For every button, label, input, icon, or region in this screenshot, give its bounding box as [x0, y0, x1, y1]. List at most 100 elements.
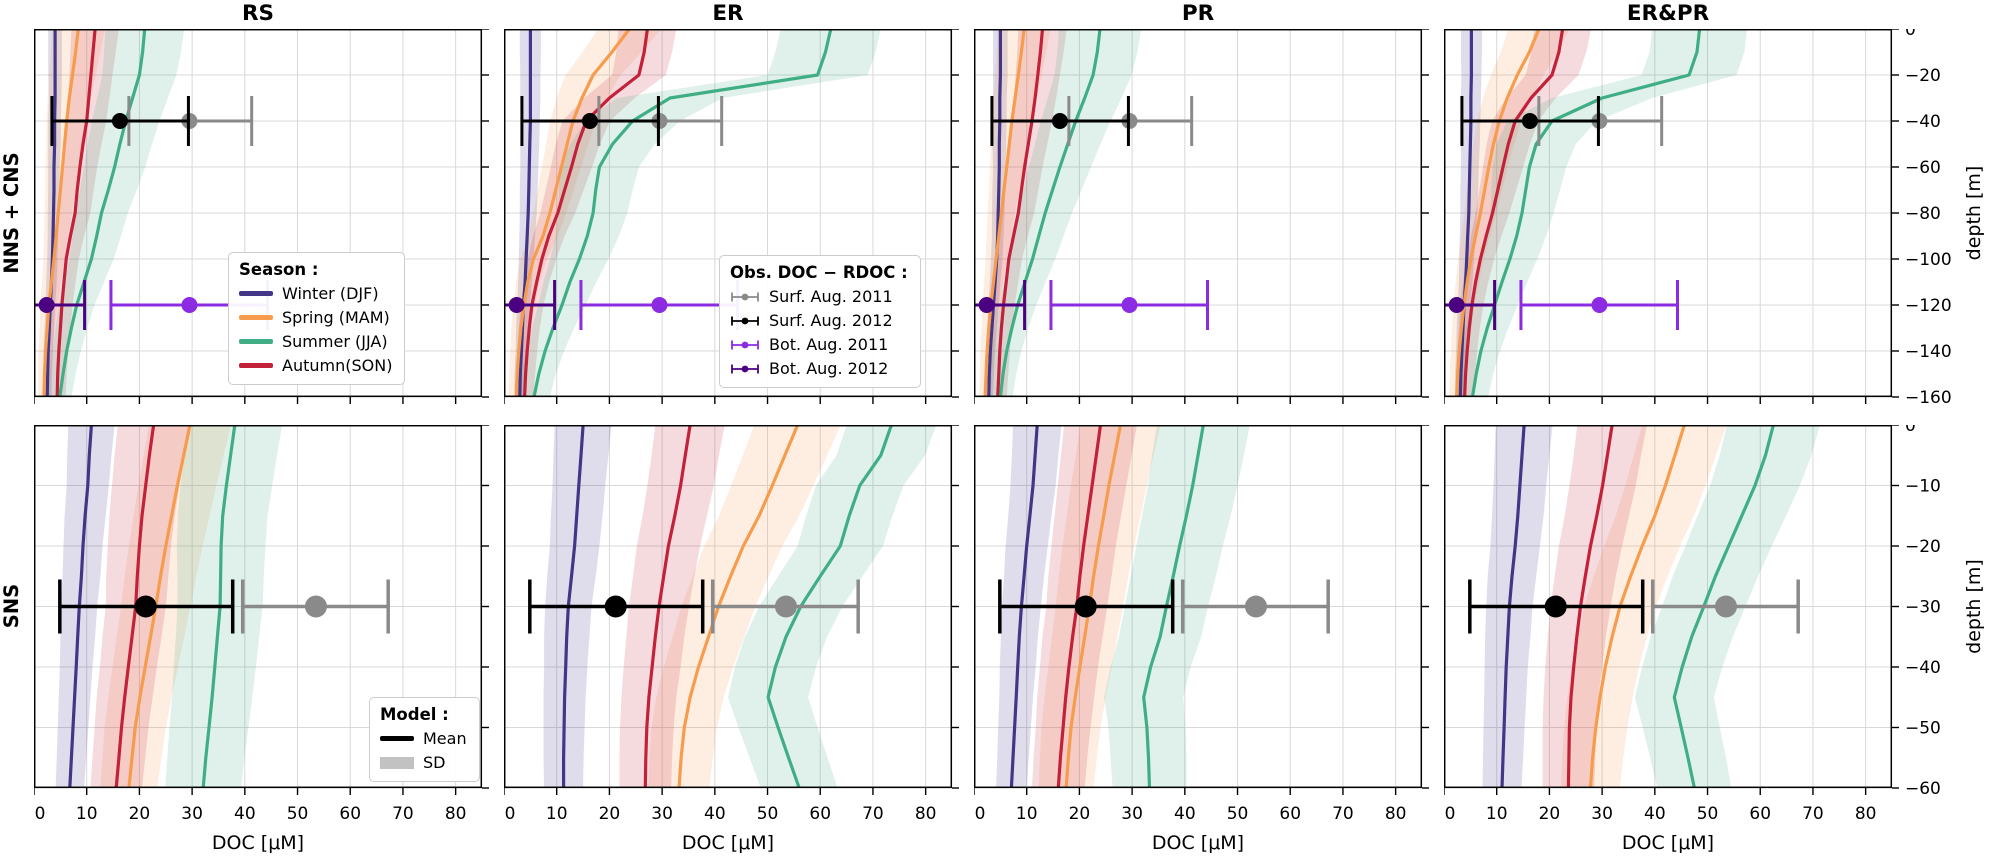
- tick-marks: [974, 425, 1429, 795]
- x-tick-label: 80: [1385, 804, 1407, 824]
- axis-text: 0 10 20 30 40 50 60 70 80 DOC [μM]: [35, 804, 467, 854]
- obs-errorbar-surf-aug-2011: [710, 579, 860, 634]
- obs-legend: Obs. DOC − RDOC : Surf. Aug. 2011 Surf. …: [719, 255, 921, 388]
- obs-legend-title: Obs. DOC − RDOC :: [730, 263, 908, 282]
- x-tick-label: 50: [287, 804, 309, 824]
- legend-item-winter: Winter (DJF): [239, 284, 392, 303]
- season-line-winter: [1458, 29, 1473, 397]
- errorbar-icon: [730, 338, 760, 352]
- depth-tick-label: −30: [1905, 598, 1941, 618]
- x-axis-label: DOC [μM]: [682, 832, 774, 854]
- x-tick-label: 0: [35, 804, 46, 824]
- legend-item-surf-2011: Surf. Aug. 2011: [730, 287, 908, 306]
- x-tick-label: 60: [339, 804, 361, 824]
- sd-band-autumn: [1455, 29, 1591, 397]
- sd-band-autumn: [515, 29, 677, 397]
- legend-item-label: Surf. Aug. 2012: [769, 311, 893, 330]
- obs-errorbar-surf-aug-2011: [240, 579, 390, 634]
- season-line-spring: [514, 29, 632, 397]
- legend-item-label: Surf. Aug. 2011: [769, 287, 893, 306]
- sd-band-spring: [508, 29, 662, 397]
- season-line-summer: [1470, 29, 1702, 397]
- plot-border: [974, 425, 1423, 789]
- legend-item-label: Mean: [423, 729, 467, 748]
- season-line-autumn: [996, 29, 1045, 397]
- legend-item-label: Summer (JJA): [282, 332, 388, 351]
- panel-nns-cns-erpr: 0 −20 −40 −60 −80 −100 −120 −140 −160 depth [m]: [1444, 29, 1985, 408]
- season-line-autumn: [523, 29, 649, 397]
- x-tick-label: 50: [1697, 804, 1719, 824]
- legend-item-label: SD: [423, 753, 446, 772]
- x-tick-label: 50: [757, 804, 779, 824]
- depth-tick-label: 0: [1905, 425, 1916, 436]
- axis-text: 0 10 20 30 40 50 60 70 80 DOC [μM] 0 −10 −20 −30 −40 −5…: [1445, 425, 1985, 854]
- panel-nns-cns-pr: [974, 29, 1429, 404]
- x-tick-label: 30: [1591, 804, 1613, 824]
- column-title-pr: PR: [1181, 1, 1215, 26]
- column-title-erpr: ER&PR: [1626, 1, 1710, 26]
- obs-errorbar-surf-aug-2012: [990, 96, 1130, 146]
- panel-sns-er: 0 10 20 30 40 50 60 70 80 DOC [μM]: [504, 425, 959, 854]
- obs-errorbar-surf-aug-2012: [1460, 96, 1600, 146]
- depth-tick-label: −60: [1905, 158, 1941, 178]
- y-axis-label: depth [m]: [1963, 559, 1985, 654]
- season-lines: [983, 29, 1102, 397]
- x-tick-label: 40: [234, 804, 256, 824]
- depth-tick-label: −50: [1905, 719, 1941, 739]
- x-tick-label: 50: [1227, 804, 1249, 824]
- x-tick-label: 0: [505, 804, 516, 824]
- axis-text: 0 −20 −40 −60 −80 −100 −120 −140 −160 depth [m]: [1905, 29, 1985, 408]
- legend-item-autumn: Autumn(SON): [239, 356, 392, 375]
- x-tick-label: 20: [129, 804, 151, 824]
- x-tick-label: 40: [1174, 804, 1196, 824]
- sd-band-summer: [1104, 425, 1250, 788]
- depth-tick-label: −20: [1905, 66, 1941, 86]
- depth-tick-label: −40: [1905, 658, 1941, 678]
- legend-item-label: Bot. Aug. 2011: [769, 335, 889, 354]
- season-legend: Season : Winter (DJF) Spring (MAM) Summe…: [228, 252, 406, 385]
- plot-border: [504, 29, 953, 398]
- errorbar-icon: [730, 314, 760, 328]
- depth-tick-label: −120: [1905, 296, 1952, 316]
- obs-errorbar-bot-aug-2011: [109, 280, 269, 330]
- model-legend: Model : Mean SD: [369, 697, 480, 782]
- obs-errorbars: [998, 579, 1330, 634]
- column-title-rs: RS: [241, 1, 275, 26]
- season-line-spring: [42, 29, 80, 397]
- x-tick-label: 10: [1016, 804, 1038, 824]
- obs-errorbar-bot-aug-2011: [1049, 280, 1209, 330]
- x-tick-label: 20: [1539, 804, 1561, 824]
- depth-tick-label: −40: [1905, 112, 1941, 132]
- legend-item-bot-2012: Bot. Aug. 2012: [730, 359, 908, 378]
- obs-errorbar-surf-aug-2012: [528, 579, 705, 634]
- season-line-summer: [532, 29, 833, 397]
- obs-errorbar-bot-aug-2012: [504, 280, 557, 330]
- obs-errorbars: [1468, 579, 1800, 634]
- legend-item-sd: SD: [380, 753, 467, 772]
- panel-nns-cns-er: [504, 29, 959, 404]
- panel-sns-erpr: 0 10 20 30 40 50 60 70 80 DOC [μM] 0 −10 −20 −30 −40 −5…: [1444, 425, 1985, 854]
- obs-errorbar-bot-aug-2011: [1519, 280, 1679, 330]
- obs-errorbar-surf-aug-2011: [1067, 96, 1194, 146]
- x-tick-label: 10: [546, 804, 568, 824]
- x-tick-label: 80: [445, 804, 467, 824]
- legend-item-label: Winter (DJF): [282, 284, 379, 303]
- x-tick-label: 30: [1121, 804, 1143, 824]
- depth-tick-label: −60: [1905, 779, 1941, 799]
- obs-errorbars: [1444, 96, 1679, 330]
- season-line-autumn: [55, 29, 97, 397]
- season-line-summer: [58, 29, 147, 397]
- y-axis-label: depth [m]: [1963, 166, 1985, 261]
- axis-text: 0 10 20 30 40 50 60 70 80 DOC [μM]: [975, 804, 1407, 854]
- x-tick-label: 30: [181, 804, 203, 824]
- legend-item-bot-2011: Bot. Aug. 2011: [730, 335, 908, 354]
- season-lines: [42, 29, 147, 397]
- x-tick-label: 30: [651, 804, 673, 824]
- axis-text: 0 10 20 30 40 50 60 70 80 DOC [μM]: [505, 804, 937, 854]
- obs-errorbar-bot-aug-2012: [974, 280, 1027, 330]
- column-title-er: ER: [712, 1, 744, 26]
- x-tick-label: 40: [704, 804, 726, 824]
- panel-sns-pr: 0 10 20 30 40 50 60 70 80 DOC [μM]: [974, 425, 1429, 854]
- x-tick-label: 70: [862, 804, 884, 824]
